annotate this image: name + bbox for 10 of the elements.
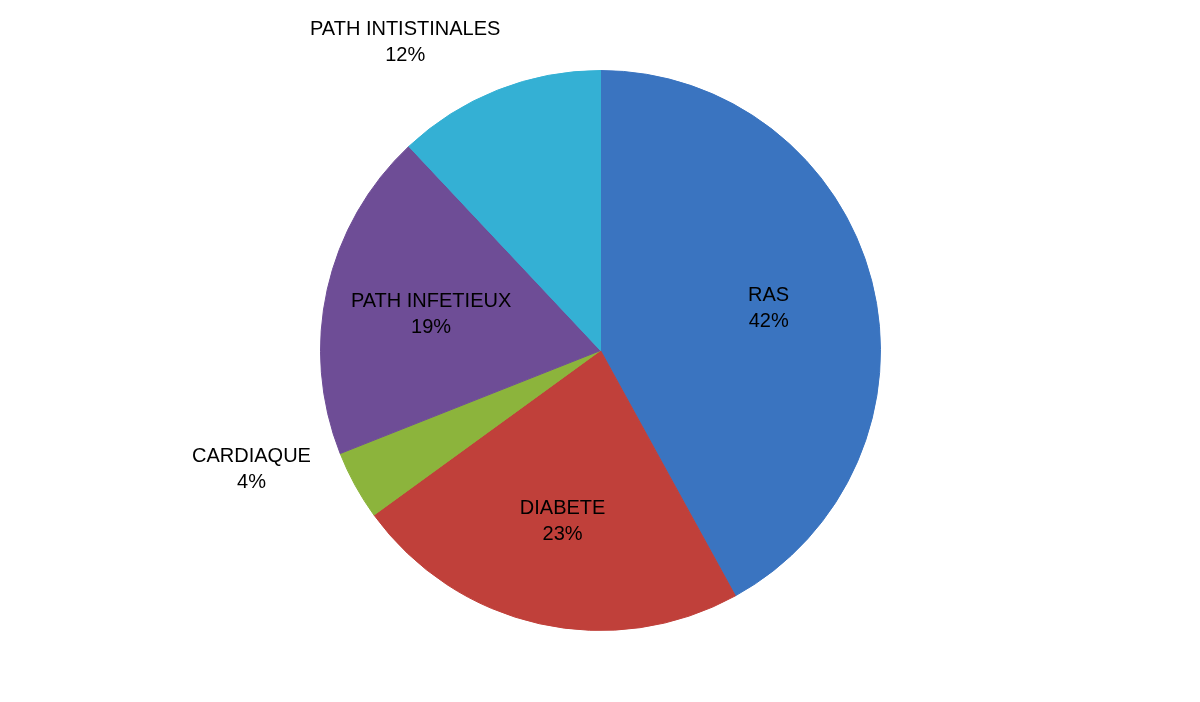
slice-label: DIABETE — [519, 495, 606, 518]
slice-label: PATH INTISTINALES — [309, 17, 501, 40]
slice-label: CARDIAQUE — [192, 444, 311, 467]
data-label: 19% — [411, 314, 452, 337]
slice-label: PATH INFETIEUX — [350, 288, 512, 311]
slice-label: RAS — [748, 283, 790, 306]
data-label: 12% — [385, 43, 426, 66]
data-label: 42% — [748, 309, 789, 332]
data-label: 4% — [237, 470, 267, 493]
data-label: 23% — [542, 521, 583, 544]
